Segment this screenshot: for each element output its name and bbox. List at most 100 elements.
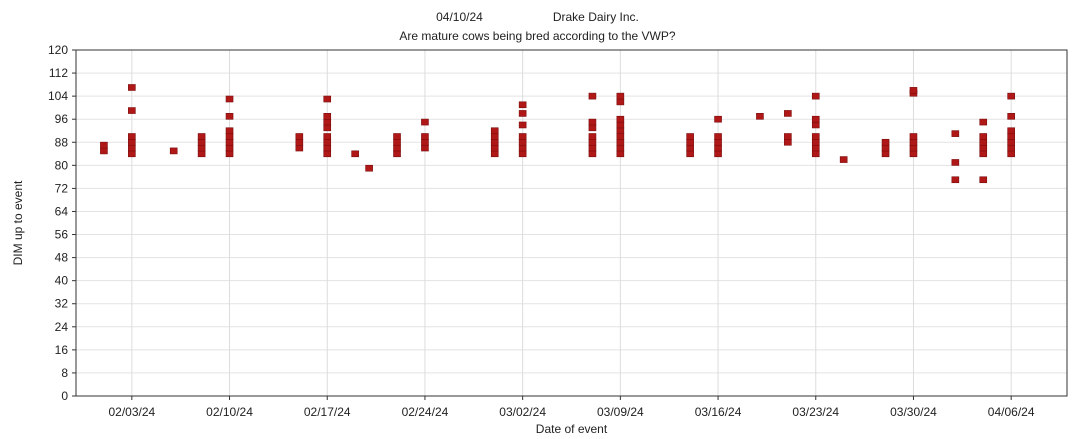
data-point	[1007, 144, 1015, 152]
data-point	[909, 150, 918, 158]
report-date: 04/10/24	[436, 10, 483, 24]
company-name: Drake Dairy Inc.	[552, 10, 639, 24]
data-point	[323, 138, 332, 146]
data-point	[909, 144, 918, 152]
data-point	[100, 147, 108, 155]
data-point	[295, 144, 304, 152]
y-tick-label: 32	[55, 297, 69, 311]
data-point	[616, 115, 625, 123]
data-point	[128, 84, 136, 91]
x-tick-label: 03/09/24	[597, 405, 644, 419]
data-point	[421, 144, 429, 152]
y-tick-label: 16	[55, 343, 69, 357]
data-point	[979, 176, 988, 184]
data-point	[421, 138, 429, 146]
data-point	[518, 121, 527, 129]
y-tick-label: 24	[55, 320, 69, 334]
data-point	[616, 92, 625, 100]
data-point	[616, 98, 625, 106]
data-point	[588, 150, 597, 158]
data-point	[1007, 113, 1015, 120]
data-point	[714, 144, 722, 152]
x-tick-label: 04/06/24	[988, 405, 1035, 419]
data-point	[518, 144, 527, 152]
data-point	[811, 92, 820, 100]
y-tick-label: 8	[61, 366, 68, 380]
x-axis: 02/03/24 02/10/24 02/17/24 02/24/24 03/02/24…	[108, 396, 1035, 419]
x-tick-label: 02/17/24	[304, 405, 351, 419]
data-point	[518, 138, 527, 146]
data-point	[490, 144, 499, 152]
data-point	[616, 138, 625, 146]
data-point	[686, 150, 694, 158]
data-point	[295, 133, 304, 140]
plot-area	[75, 49, 1068, 397]
data-point	[197, 138, 206, 146]
data-point	[128, 144, 136, 152]
data-point	[588, 138, 597, 146]
data-point	[518, 101, 527, 109]
data-point	[225, 95, 234, 103]
data-point	[518, 110, 527, 117]
grid-lines	[76, 49, 1067, 397]
data-point	[881, 138, 890, 146]
data-point	[128, 107, 136, 114]
data-point	[393, 138, 401, 146]
y-tick-label: 96	[55, 112, 69, 126]
data-point	[393, 150, 401, 158]
data-point	[490, 138, 499, 146]
x-tick-label: 03/16/24	[695, 405, 742, 419]
data-point	[225, 138, 234, 146]
data-point	[197, 144, 206, 152]
data-point	[1007, 92, 1015, 100]
data-point	[128, 150, 136, 158]
data-point	[588, 144, 597, 152]
data-point	[128, 138, 136, 146]
data-point	[616, 150, 625, 158]
data-point	[979, 144, 988, 152]
data-point	[979, 138, 988, 146]
data-point	[225, 144, 234, 152]
chart-subtitle: Are mature cows being bred according to …	[399, 29, 676, 43]
data-point	[951, 159, 960, 166]
data-point	[784, 110, 792, 117]
data-point	[756, 113, 764, 120]
y-tick-label: 88	[55, 135, 69, 149]
data-point	[323, 95, 332, 103]
data-point	[393, 144, 401, 152]
data-point	[225, 133, 234, 140]
data-point	[909, 87, 918, 94]
x-tick-label: 03/02/24	[499, 405, 546, 419]
x-tick-label: 02/24/24	[402, 405, 449, 419]
data-points	[100, 84, 1015, 184]
data-point	[351, 150, 359, 158]
chart-title: 04/10/24 Drake Dairy Inc.	[0, 10, 1075, 24]
data-point	[714, 150, 722, 158]
y-tick-label: 80	[55, 158, 69, 172]
data-point	[616, 127, 625, 135]
data-point	[1007, 127, 1015, 135]
data-point	[197, 150, 206, 158]
y-tick-label: 48	[55, 251, 69, 265]
data-point	[686, 144, 694, 152]
data-point	[811, 121, 820, 129]
data-point	[686, 133, 694, 140]
y-tick-label: 120	[48, 43, 68, 57]
data-point	[686, 138, 694, 146]
data-point	[225, 127, 234, 135]
data-point	[225, 150, 234, 158]
x-axis-title: Date of event	[536, 422, 608, 436]
y-tick-label: 40	[55, 274, 69, 288]
y-axis-title: DIM up to event	[11, 180, 25, 265]
data-point	[225, 113, 234, 120]
data-point	[951, 176, 960, 184]
data-point	[1007, 133, 1015, 140]
data-point	[169, 147, 178, 155]
x-tick-label: 02/03/24	[108, 405, 155, 419]
data-point	[588, 118, 597, 126]
data-point	[616, 133, 625, 140]
data-point	[616, 121, 625, 129]
data-point	[518, 133, 527, 140]
data-point	[421, 133, 429, 140]
